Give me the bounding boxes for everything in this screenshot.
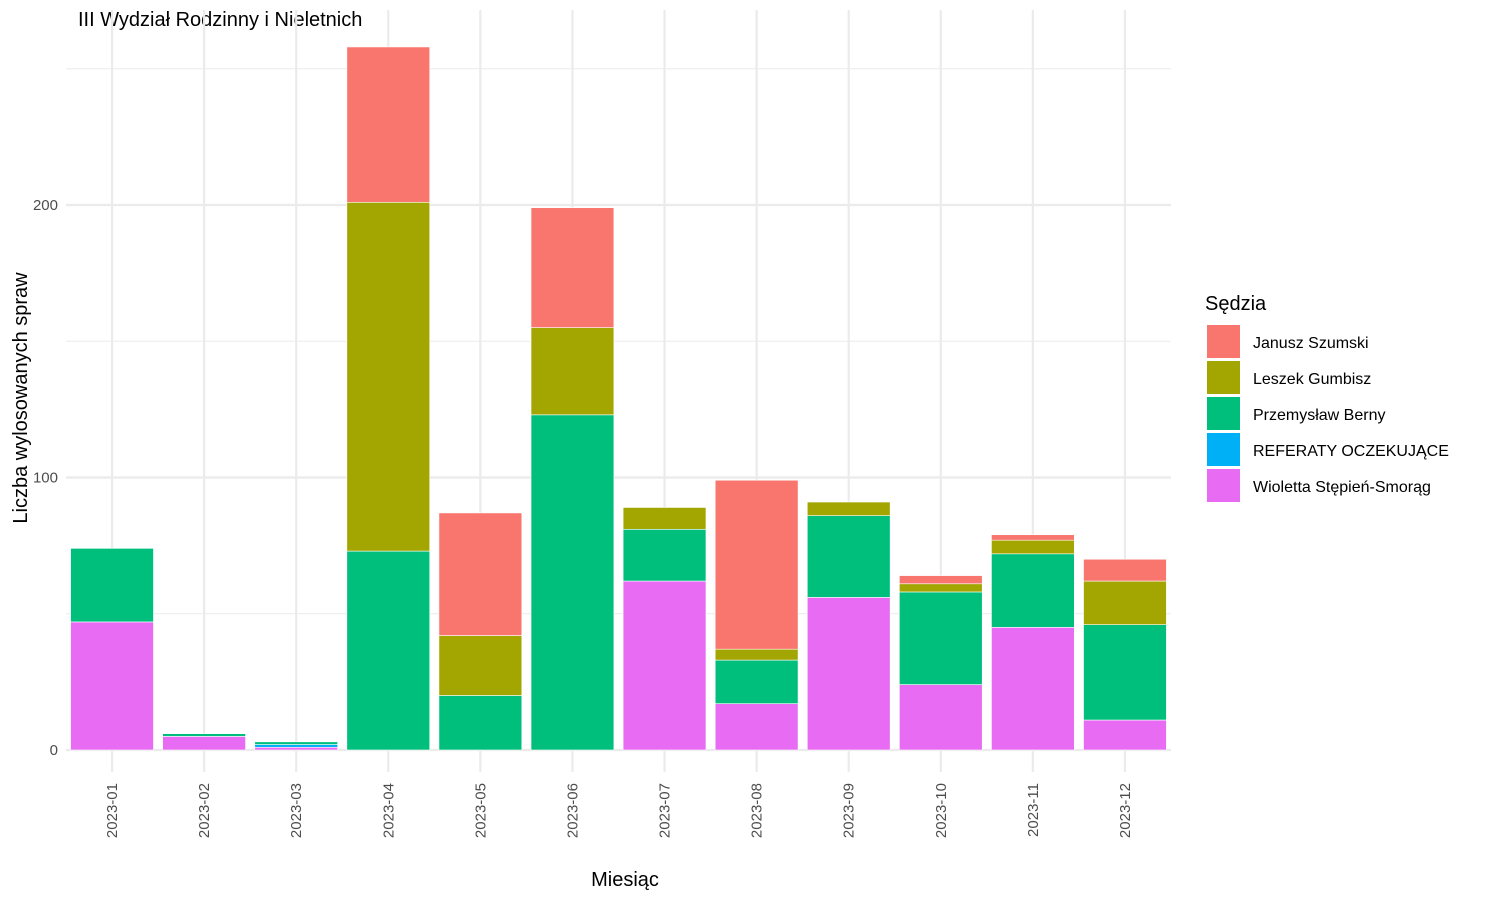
legend-label: Leszek Gumbisz: [1253, 371, 1371, 388]
bar-segment: [254, 744, 338, 748]
x-tick-label: 2023-01: [104, 783, 121, 838]
bar-segment: [991, 627, 1075, 751]
legend-label: Przemysław Berny: [1253, 407, 1385, 424]
bar-segment: [162, 733, 246, 737]
bar-segment: [530, 327, 615, 416]
bar-segment: [438, 635, 523, 696]
x-tick-label: 2023-06: [564, 783, 581, 838]
bar-segment: [899, 575, 983, 585]
bar-segment: [714, 648, 799, 661]
bar-segment: [346, 201, 431, 552]
bar-segment: [438, 695, 523, 751]
x-tick-label: 2023-02: [196, 783, 213, 838]
bar-segment: [714, 703, 799, 751]
x-tick-label: 2023-10: [933, 783, 950, 838]
bar-segment: [346, 550, 431, 751]
x-tick-label: 2023-07: [657, 783, 674, 838]
bar-segment: [1083, 719, 1167, 751]
legend: Sędzia Janusz Szumski Leszek Gumbisz Przem…: [1205, 293, 1449, 502]
bars: [70, 46, 1167, 751]
y-tick-label: 0: [50, 742, 58, 759]
x-tick-label: 2023-04: [380, 783, 397, 838]
bar-segment: [70, 621, 154, 751]
bar-segment: [1083, 624, 1167, 721]
bar-segment: [806, 597, 891, 751]
bar-segment: [806, 501, 891, 516]
bar-segment: [1083, 558, 1167, 582]
bar-segment: [254, 741, 338, 745]
bar-segment: [622, 507, 707, 530]
x-tick-label: 2023-03: [288, 783, 305, 838]
x-tick-label: 2023-11: [1025, 783, 1042, 837]
legend-swatch: [1207, 361, 1240, 394]
y-axis-title: Liczba wylosowanych spraw: [10, 272, 32, 524]
bar-segment: [530, 414, 615, 751]
bar-segment: [899, 684, 983, 751]
legend-title: Sędzia: [1205, 293, 1267, 315]
bar-segment: [438, 512, 523, 636]
x-tick-labels: 2023-01 2023-02 2023-03 2023-04 2023-05 2023-…: [104, 783, 1134, 838]
chart-title: III Wydział Rodzinny i Nieletnich: [78, 9, 362, 31]
legend-swatch: [1207, 469, 1240, 502]
bar-segment: [70, 548, 154, 623]
bar-segment: [254, 746, 338, 751]
bar-segment: [530, 207, 615, 328]
y-tick-label: 100: [33, 470, 58, 487]
bar-segment: [899, 591, 983, 685]
bar-segment: [162, 736, 246, 751]
x-tick-label: 2023-12: [1117, 783, 1134, 838]
bar-segment: [991, 534, 1075, 541]
legend-swatch: [1207, 433, 1240, 466]
legend-swatch: [1207, 397, 1240, 430]
bar-segment: [899, 583, 983, 593]
bar-segment: [714, 479, 799, 650]
x-tick-label: 2023-08: [749, 783, 766, 838]
bar-segment: [1083, 580, 1167, 625]
x-tick-label: 2023-09: [841, 783, 858, 838]
legend-label: Wioletta Stępień-Smorąg: [1253, 479, 1431, 496]
bar-segment: [622, 580, 707, 751]
bar-segment: [346, 46, 431, 203]
bar-segment: [991, 553, 1075, 628]
x-axis-title: Miesiąc: [591, 869, 659, 891]
y-tick-labels: 0 100 200: [33, 197, 58, 759]
bar-segment: [622, 528, 707, 582]
bar-segment: [991, 539, 1075, 555]
y-tick-label: 200: [33, 197, 58, 214]
x-tick-label: 2023-05: [472, 783, 489, 838]
bar-segment: [806, 515, 891, 598]
legend-label: Janusz Szumski: [1253, 335, 1369, 352]
legend-label: REFERATY OCZEKUJĄCE: [1253, 443, 1449, 460]
bar-segment: [714, 659, 799, 704]
legend-swatch: [1207, 325, 1240, 358]
